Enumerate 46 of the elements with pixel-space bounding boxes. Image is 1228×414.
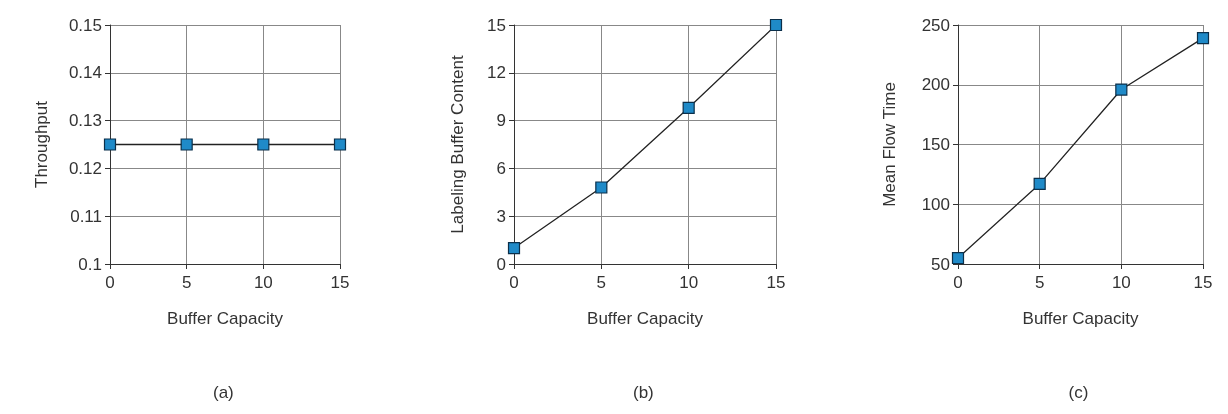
y-tick-label: 200: [921, 75, 950, 95]
y-tick-label: 9: [496, 111, 506, 131]
text: (b): [633, 383, 654, 402]
y-axis-title: Throughput: [32, 100, 51, 188]
point: [595, 181, 608, 194]
y-tick-label: 150: [921, 135, 950, 154]
point: [507, 241, 521, 255]
x-tick-label: 10: [1111, 273, 1131, 292]
y-tick-label: 0.12: [68, 158, 102, 178]
y-tick-label: 250: [921, 15, 950, 35]
point: [951, 251, 965, 265]
y-tick-label: 0.15: [68, 15, 102, 35]
x-axis-title: Buffer Capacity: [167, 309, 284, 328]
y-tick-label: 0: [496, 254, 506, 274]
point: [1033, 177, 1046, 191]
point: [769, 18, 783, 32]
x-tick-label: 15: [1193, 273, 1213, 292]
point: [1196, 32, 1210, 45]
x-tick-label: 0: [105, 273, 115, 292]
y-tick-label: 0.11: [70, 206, 102, 226]
y-tick-label: 0.1: [78, 254, 102, 274]
y-tick-label: 50: [931, 254, 950, 274]
x-tick-label: 5: [596, 273, 607, 292]
x-tick-label: 15: [766, 273, 786, 292]
text: (c): [1068, 383, 1089, 402]
x-tick-label: 15: [330, 273, 350, 292]
y-tick-label: 12: [487, 63, 506, 83]
y-tick-label: 3: [496, 206, 506, 226]
point: [682, 101, 695, 114]
x-tick-label: 0: [509, 273, 519, 292]
y-tick-label: 15: [487, 15, 506, 35]
x-tick-label: 10: [253, 273, 273, 292]
x-tick-label: 5: [1034, 273, 1045, 292]
y-tick-label: 0.14: [68, 63, 102, 83]
x-axis-title: Buffer Capacity: [587, 309, 704, 328]
text: (a): [213, 383, 234, 402]
y-axis-title: Mean Flow Time: [880, 82, 899, 207]
x-tick-label: 10: [679, 273, 699, 292]
y-tick-label: 100: [921, 194, 950, 214]
y-tick-label: 6: [496, 158, 506, 178]
y-axis-title: Labeling Buffer Content: [448, 55, 467, 234]
x-axis-title: Buffer Capacity: [1022, 309, 1139, 328]
x-tick-label: 5: [181, 273, 192, 292]
y-tick-label: 0.13: [68, 111, 102, 131]
x-tick-label: 0: [953, 273, 963, 292]
point: [1115, 83, 1128, 96]
